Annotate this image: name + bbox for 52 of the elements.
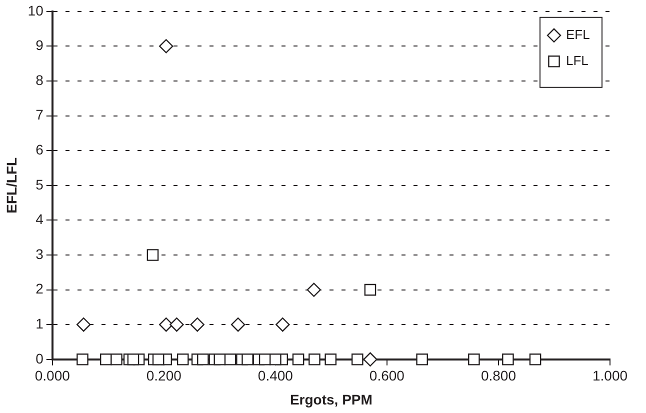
- point: [214, 353, 226, 366]
- point: [110, 353, 122, 366]
- y-tick-label: 3: [36, 246, 44, 262]
- point: [100, 353, 112, 366]
- y-tick-label: 7: [36, 106, 44, 123]
- y-tick-label: 9: [36, 37, 44, 54]
- x-tick-label: 0.000: [34, 368, 70, 384]
- x-tick-label: 1.000: [592, 368, 628, 384]
- y-tick-label: 5: [36, 176, 44, 192]
- x-tick-label: 0.200: [146, 368, 182, 384]
- point: [363, 352, 378, 366]
- point: [159, 39, 174, 54]
- y-tick-label: 6: [36, 141, 44, 158]
- point: [127, 353, 140, 366]
- point: [146, 249, 159, 261]
- x-tick-label: 0.400: [258, 368, 294, 384]
- point: [270, 353, 282, 366]
- point: [159, 318, 174, 332]
- point: [292, 353, 304, 366]
- point: [224, 353, 236, 366]
- y-tick-label: 10: [28, 2, 44, 18]
- point: [306, 282, 321, 297]
- y-tick-label: 0: [36, 350, 44, 366]
- legend-label: EFL: [566, 26, 590, 42]
- y-tick-label: 2: [36, 280, 44, 297]
- point: [308, 353, 320, 366]
- y-tick-label: 1: [36, 315, 44, 332]
- point: [170, 318, 184, 332]
- y-tick-label: 8: [36, 72, 44, 88]
- point: [276, 318, 290, 332]
- x-axis-title: Ergots, PPM: [290, 391, 372, 408]
- x-tick-label: 0.600: [369, 368, 405, 384]
- x-tick-label: 0.800: [480, 368, 516, 384]
- point: [468, 353, 480, 366]
- point: [258, 353, 271, 366]
- point: [76, 318, 91, 332]
- point: [502, 353, 514, 366]
- point: [76, 353, 88, 366]
- point: [364, 284, 376, 296]
- point: [242, 353, 254, 366]
- y-tick-label: 4: [36, 211, 44, 228]
- point: [176, 353, 189, 366]
- point: [324, 353, 337, 366]
- point: [416, 353, 428, 366]
- point: [529, 353, 542, 366]
- point: [197, 353, 209, 366]
- y-axis-title: EFL/LFL: [3, 156, 20, 214]
- legend-label: LFL: [566, 52, 588, 68]
- point: [230, 318, 246, 332]
- point: [190, 318, 204, 332]
- point: [152, 353, 164, 366]
- point: [351, 353, 364, 366]
